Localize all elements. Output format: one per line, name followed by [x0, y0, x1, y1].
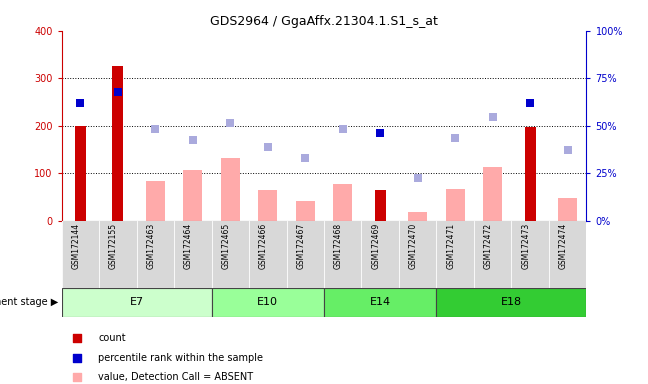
Text: GSM172473: GSM172473	[521, 223, 530, 269]
Point	[375, 130, 386, 136]
Point	[462, 311, 472, 317]
Point	[113, 88, 123, 94]
Bar	[259, 190, 277, 221]
FancyBboxPatch shape	[211, 288, 324, 317]
Text: development stage ▶: development stage ▶	[0, 297, 58, 308]
Bar	[408, 212, 427, 221]
Text: GSM172464: GSM172464	[184, 223, 193, 269]
Point	[262, 144, 273, 150]
Text: GSM172144: GSM172144	[71, 223, 80, 269]
Bar	[183, 170, 202, 221]
Point	[188, 137, 198, 143]
Point	[338, 126, 348, 132]
Bar	[221, 158, 240, 221]
Text: E18: E18	[501, 297, 522, 308]
Text: value, Detection Call = ABSENT: value, Detection Call = ABSENT	[98, 372, 253, 382]
Text: GSM172467: GSM172467	[296, 223, 305, 269]
Bar	[112, 66, 123, 221]
Bar	[483, 167, 502, 221]
Point	[525, 100, 535, 106]
Text: GSM172466: GSM172466	[259, 223, 268, 269]
Text: GSM172471: GSM172471	[446, 223, 455, 269]
Point	[462, 136, 472, 142]
Text: GSM172469: GSM172469	[371, 223, 380, 269]
FancyBboxPatch shape	[62, 288, 211, 317]
Bar	[375, 190, 386, 221]
Bar	[559, 198, 577, 221]
Text: percentile rank within the sample: percentile rank within the sample	[98, 353, 263, 362]
Text: GSM172468: GSM172468	[334, 223, 343, 269]
Text: E10: E10	[257, 297, 278, 308]
Bar	[525, 127, 536, 221]
Text: E14: E14	[369, 297, 391, 308]
Point	[300, 155, 310, 161]
Bar	[146, 181, 165, 221]
FancyBboxPatch shape	[324, 288, 437, 317]
Text: GSM172474: GSM172474	[559, 223, 568, 269]
Bar	[296, 201, 315, 221]
Text: GSM172470: GSM172470	[409, 223, 418, 269]
FancyBboxPatch shape	[437, 288, 586, 317]
Text: E7: E7	[130, 297, 144, 308]
Text: count: count	[98, 333, 126, 343]
Bar	[75, 126, 86, 221]
Point	[75, 100, 86, 106]
Point	[150, 126, 161, 132]
Point	[487, 114, 498, 120]
Point	[562, 147, 573, 154]
Title: GDS2964 / GgaAffx.21304.1.S1_s_at: GDS2964 / GgaAffx.21304.1.S1_s_at	[210, 15, 438, 28]
Bar	[446, 189, 465, 221]
Text: GSM172463: GSM172463	[146, 223, 156, 269]
Point	[225, 120, 235, 126]
Text: GSM172465: GSM172465	[221, 223, 230, 269]
Text: GSM172155: GSM172155	[109, 223, 118, 269]
Point	[450, 134, 460, 141]
Text: GSM172472: GSM172472	[483, 223, 492, 269]
Point	[413, 175, 423, 181]
Bar	[333, 184, 352, 221]
